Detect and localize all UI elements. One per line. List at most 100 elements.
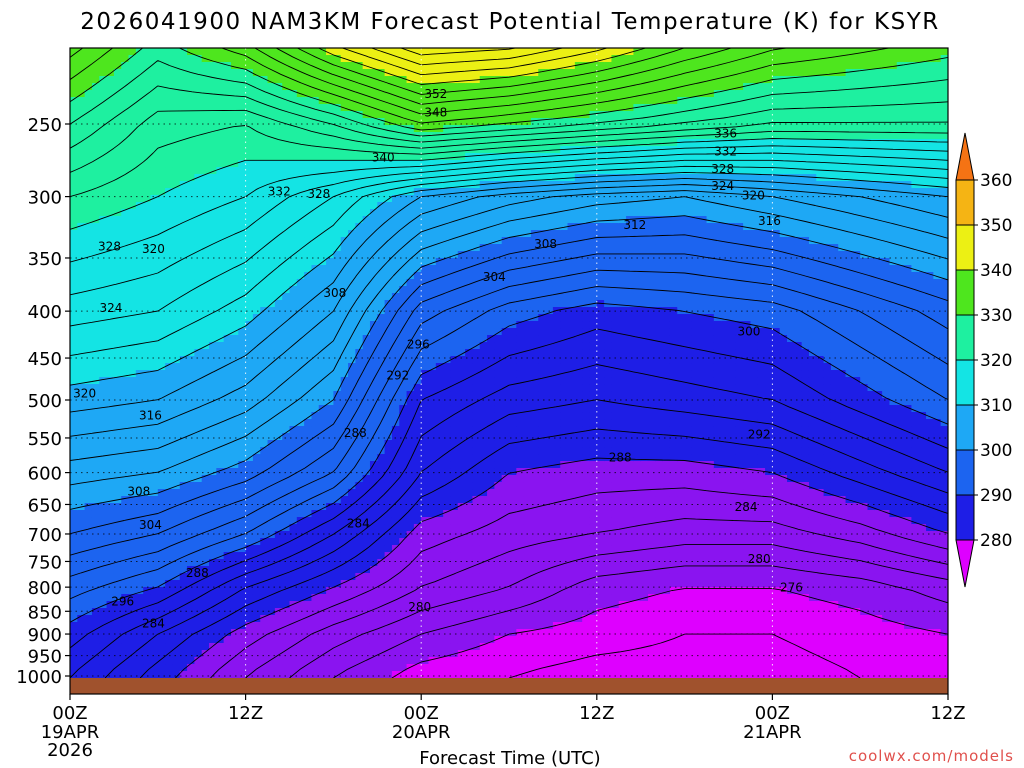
field-cell <box>362 391 371 399</box>
field-cell <box>216 496 225 504</box>
field-cell <box>150 391 159 399</box>
field-cell <box>369 573 378 581</box>
field-cell <box>245 48 254 56</box>
field-cell <box>333 55 342 63</box>
field-cell <box>267 426 276 434</box>
field-cell <box>333 405 342 413</box>
field-cell <box>333 195 342 203</box>
field-cell <box>201 223 210 231</box>
field-cell <box>457 202 466 210</box>
field-cell <box>150 188 159 196</box>
field-cell <box>106 97 115 105</box>
field-cell <box>399 524 408 532</box>
field-cell <box>406 104 415 112</box>
field-cell <box>348 139 356 147</box>
field-cell <box>91 125 100 133</box>
field-cell <box>340 433 349 441</box>
field-cell <box>143 83 152 91</box>
field-cell <box>282 440 291 448</box>
field-cell <box>209 153 217 161</box>
field-cell <box>179 433 188 441</box>
field-cell <box>391 629 400 637</box>
field-cell <box>245 335 254 343</box>
field-cell <box>187 671 195 678</box>
field-cell <box>99 559 108 567</box>
field-cell <box>260 503 269 511</box>
field-cell <box>245 293 254 301</box>
field-cell <box>106 524 115 532</box>
field-cell <box>99 510 108 518</box>
field-cell <box>121 251 130 259</box>
field-cell <box>435 335 444 343</box>
field-cell <box>179 524 188 532</box>
field-cell <box>443 650 452 658</box>
field-cell <box>216 468 225 476</box>
field-cell <box>435 132 444 140</box>
field-cell <box>179 461 188 469</box>
field-cell <box>150 153 159 161</box>
field-cell <box>362 433 371 441</box>
field-cell <box>143 608 152 616</box>
field-cell <box>121 216 130 224</box>
field-cell <box>296 174 305 182</box>
field-cell <box>70 251 78 259</box>
field-cell <box>135 342 144 350</box>
field-cell <box>172 426 181 434</box>
field-cell <box>413 482 422 490</box>
field-cell <box>391 90 400 98</box>
field-cell <box>70 503 78 511</box>
field-cell <box>296 531 305 539</box>
field-cell <box>121 139 130 147</box>
field-cell <box>252 433 261 441</box>
field-cell <box>304 587 313 595</box>
field-cell <box>260 671 269 678</box>
field-cell <box>377 349 386 357</box>
field-cell <box>369 461 378 469</box>
field-cell <box>99 587 108 595</box>
field-cell <box>179 349 188 357</box>
field-cell <box>377 580 386 588</box>
field-cell <box>216 174 225 182</box>
field-cell <box>99 657 108 665</box>
field-cell <box>457 279 466 287</box>
field-cell <box>377 650 386 658</box>
field-cell <box>245 405 254 413</box>
field-cell <box>99 468 108 476</box>
field-cell <box>282 244 291 252</box>
field-cell <box>413 174 422 182</box>
field-cell <box>457 657 466 665</box>
field-cell <box>318 419 327 427</box>
field-cell <box>326 216 334 224</box>
field-cell <box>413 153 422 161</box>
field-cell <box>311 559 320 567</box>
field-cell <box>143 251 152 259</box>
field-cell <box>384 552 393 560</box>
field-cell <box>369 629 378 637</box>
field-cell <box>245 153 254 161</box>
field-cell <box>274 321 283 329</box>
field-cell <box>187 559 195 567</box>
field-cell <box>223 328 232 336</box>
field-cell <box>399 650 408 658</box>
field-cell <box>289 279 298 287</box>
field-cell <box>369 440 378 448</box>
field-cell <box>450 181 459 189</box>
field-cell <box>209 104 217 112</box>
field-cell <box>223 573 232 581</box>
field-cell <box>377 419 386 427</box>
field-cell <box>91 279 100 287</box>
field-cell <box>223 125 232 133</box>
field-cell <box>84 356 93 364</box>
field-cell <box>406 307 415 315</box>
field-cell <box>384 62 393 70</box>
field-cell <box>267 524 276 532</box>
field-cell <box>384 538 393 546</box>
field-cell <box>128 230 137 238</box>
field-cell <box>201 440 210 448</box>
field-cell <box>465 412 474 420</box>
field-cell <box>187 125 195 133</box>
field-cell <box>150 608 159 616</box>
field-cell <box>209 279 217 287</box>
field-cell <box>443 90 452 98</box>
field-cell <box>194 293 203 301</box>
